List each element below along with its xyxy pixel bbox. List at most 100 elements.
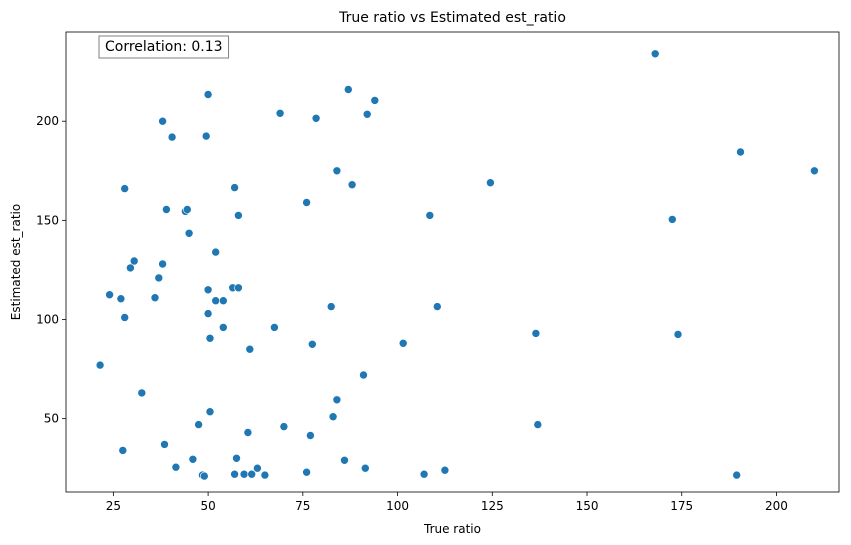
- scatter-point: [306, 431, 315, 440]
- scatter-point: [810, 166, 819, 176]
- scatter-point: [486, 178, 495, 187]
- scatter-point: [126, 263, 135, 273]
- scatter-point: [203, 309, 213, 318]
- scatter-point: [167, 132, 177, 142]
- y-tick-label: 150: [36, 213, 59, 227]
- x-tick-label: 150: [576, 499, 599, 513]
- x-tick-label: 75: [295, 499, 310, 513]
- scatter-point: [219, 296, 228, 306]
- scatter-point: [362, 110, 372, 119]
- scatter-point: [234, 211, 243, 220]
- scatter-point: [211, 247, 220, 257]
- scatter-point: [160, 440, 169, 449]
- scatter-point: [194, 420, 203, 429]
- scatter-point: [158, 116, 167, 126]
- scatter-point: [370, 96, 380, 105]
- scatter-point: [171, 462, 181, 472]
- scatter-point: [302, 198, 311, 207]
- scatter-point: [311, 114, 321, 123]
- scatter-point: [260, 470, 270, 480]
- scatter-point: [440, 465, 450, 475]
- scatter-point: [732, 470, 742, 480]
- scatter-point: [275, 109, 285, 118]
- scatter-point: [332, 166, 342, 176]
- x-axis-ticks: 25 50 75 100 125 150 175 200: [106, 492, 788, 513]
- y-tick-label: 50: [44, 412, 59, 426]
- x-tick-label: 100: [386, 499, 409, 513]
- scatter-point: [203, 90, 213, 99]
- scatter-point: [328, 412, 338, 422]
- scatter-point: [279, 422, 289, 431]
- scatter-point: [340, 455, 349, 465]
- scatter-point: [245, 344, 255, 354]
- scatter-point: [332, 395, 342, 405]
- x-tick-label: 175: [670, 499, 693, 513]
- scatter-point: [359, 370, 368, 380]
- scatter-point: [398, 338, 408, 348]
- scatter-point: [234, 283, 243, 293]
- scatter-point: [184, 229, 194, 238]
- points-layer: [95, 49, 819, 481]
- scatter-point: [302, 467, 311, 477]
- scatter-point: [247, 469, 256, 479]
- scatter-point: [200, 471, 209, 481]
- scatter-point: [650, 49, 660, 59]
- scatter-point: [201, 131, 211, 141]
- scatter-point: [116, 294, 126, 304]
- scatter-point: [667, 215, 677, 224]
- scatter-point: [183, 205, 192, 214]
- scatter-point: [239, 469, 249, 479]
- scatter-point: [253, 463, 262, 473]
- scatter-point: [150, 293, 160, 303]
- scatter-point: [533, 420, 543, 429]
- x-tick-label: 200: [765, 499, 788, 513]
- scatter-point: [205, 407, 215, 417]
- y-tick-label: 100: [36, 313, 59, 327]
- y-axis-ticks: 50 100 150 200: [36, 114, 66, 426]
- scatter-point: [673, 330, 683, 339]
- plot-frame: [65, 31, 840, 493]
- scatter-point: [105, 290, 114, 300]
- scatter-point: [736, 147, 745, 157]
- scatter-point: [432, 302, 442, 311]
- y-tick-label: 200: [36, 114, 59, 128]
- scatter-point: [425, 211, 435, 220]
- scatter-point: [419, 469, 429, 479]
- x-tick-label: 25: [106, 499, 121, 513]
- correlation-annotation-text: Correlation: 0.13: [105, 39, 223, 55]
- scatter-point: [243, 428, 253, 437]
- scatter-point: [270, 323, 279, 332]
- scatter-point: [162, 205, 171, 214]
- scatter-point: [230, 183, 239, 192]
- scatter-point: [158, 259, 167, 269]
- y-axis-label: Estimated est_ratio: [9, 204, 23, 320]
- scatter-point: [154, 273, 164, 283]
- scatter-point: [531, 329, 541, 338]
- scatter-point: [120, 313, 129, 322]
- scatter-point: [219, 323, 228, 332]
- scatter-point: [307, 339, 317, 349]
- scatter-point: [343, 85, 353, 94]
- x-tick-label: 50: [200, 499, 215, 513]
- scatter-point: [205, 333, 215, 343]
- scatter-point: [95, 360, 105, 370]
- scatter-point: [203, 285, 213, 295]
- x-tick-label: 125: [481, 499, 504, 513]
- scatter-point: [137, 388, 147, 398]
- scatter-point: [232, 453, 241, 463]
- correlation-annotation-box: [98, 35, 230, 59]
- correlation-annotation: Correlation: 0.13: [98, 35, 230, 59]
- scatter-point: [360, 463, 370, 473]
- x-axis-label: True ratio: [423, 522, 481, 536]
- scatter-point: [118, 446, 128, 455]
- scatter-point: [120, 184, 129, 193]
- scatter-point: [188, 454, 198, 464]
- chart-title: True ratio vs Estimated est_ratio: [338, 10, 566, 26]
- scatter-point: [129, 256, 139, 266]
- scatter-point: [211, 296, 220, 306]
- scatter-point: [230, 469, 239, 479]
- scatter-point: [326, 302, 336, 311]
- scatter-point: [347, 180, 357, 189]
